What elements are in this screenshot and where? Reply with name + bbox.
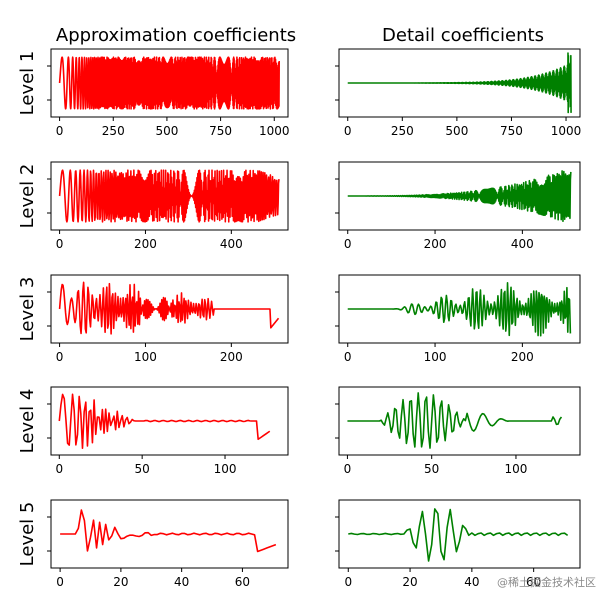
approximation-xtick-label-level-5: 20 [113,575,128,589]
detail-xtick-label-level-2: 0 [344,237,352,251]
detail-xtick-label-level-5: 60 [526,575,541,589]
detail-series-level-5 [348,508,569,562]
approximation-series-level-2 [58,169,280,223]
approximation-series-level-5 [60,509,277,553]
column-title-approximation: Approximation coefficients [56,25,296,46]
row-label-level-2: Level 2 [17,164,38,229]
approximation-axes-frame-level-1 [50,48,289,118]
detail-axes-frame-level-3 [338,274,581,344]
detail-xtick-label-level-5: 0 [344,575,352,589]
approximation-xtick-label-level-1: 0 [56,124,64,138]
approximation-xtick-label-level-1: 500 [155,124,178,138]
detail-xtick-label-level-1: 500 [445,124,468,138]
watermark: @稀土掘金技术社区 [497,576,596,589]
row-label-level-1: Level 1 [17,51,38,116]
approximation-axes-frame-level-2 [50,161,289,231]
detail-xtick-label-level-3: 0 [344,350,352,364]
approximation-axes-frame-level-4 [50,386,289,456]
approximation-axes-frame-level-3 [50,274,289,344]
approximation-xtick-label-level-1: 750 [209,124,232,138]
detail-axes-frame-level-2 [338,161,581,231]
approximation-xtick-label-level-3: 100 [134,350,157,364]
approximation-xtick-label-level-4: 100 [214,462,237,476]
row-label-level-4: Level 4 [17,389,38,454]
detail-xtick-label-level-4: 0 [344,462,352,476]
detail-xtick-label-level-4: 100 [505,462,528,476]
approximation-xtick-label-level-4: 0 [55,462,63,476]
detail-series-level-2 [347,170,572,223]
detail-xtick-label-level-2: 400 [511,237,534,251]
detail-series-level-4 [347,392,563,449]
detail-xtick-label-level-2: 200 [424,237,447,251]
detail-xtick-label-level-3: 100 [424,350,447,364]
approximation-xtick-label-level-1: 1000 [259,124,290,138]
approximation-xtick-label-level-1: 250 [102,124,125,138]
approximation-xtick-label-level-5: 60 [235,575,250,589]
detail-series-level-3 [347,281,572,337]
detail-xtick-label-level-5: 40 [464,575,479,589]
detail-xtick-label-level-4: 50 [424,462,439,476]
approximation-series-level-1 [58,56,280,110]
approximation-xtick-label-level-4: 50 [135,462,150,476]
column-title-detail: Detail coefficients [382,25,544,46]
detail-xtick-label-level-1: 1000 [551,124,582,138]
approximation-xtick-label-level-3: 0 [56,350,64,364]
detail-axes-frame-level-1 [338,48,581,118]
approximation-xtick-label-level-2: 400 [220,237,243,251]
detail-xtick-label-level-1: 250 [391,124,414,138]
detail-axes-frame-level-4 [338,386,581,456]
approximation-xtick-label-level-5: 0 [56,575,64,589]
approximation-xtick-label-level-2: 0 [56,237,64,251]
detail-axes-frame-level-5 [338,499,581,569]
detail-xtick-label-level-3: 200 [511,350,534,364]
row-label-level-5: Level 5 [17,502,38,567]
approximation-series-level-3 [58,281,280,335]
detail-xtick-label-level-1: 750 [500,124,523,138]
row-label-level-3: Level 3 [17,277,38,342]
approximation-xtick-label-level-2: 200 [134,237,157,251]
approximation-xtick-label-level-3: 200 [220,350,243,364]
approximation-xtick-label-level-5: 40 [174,575,189,589]
approximation-axes-frame-level-5 [50,499,289,569]
detail-series-level-1 [347,52,572,114]
approximation-series-level-4 [58,393,271,449]
detail-xtick-label-level-5: 20 [402,575,417,589]
detail-xtick-label-level-1: 0 [344,124,352,138]
